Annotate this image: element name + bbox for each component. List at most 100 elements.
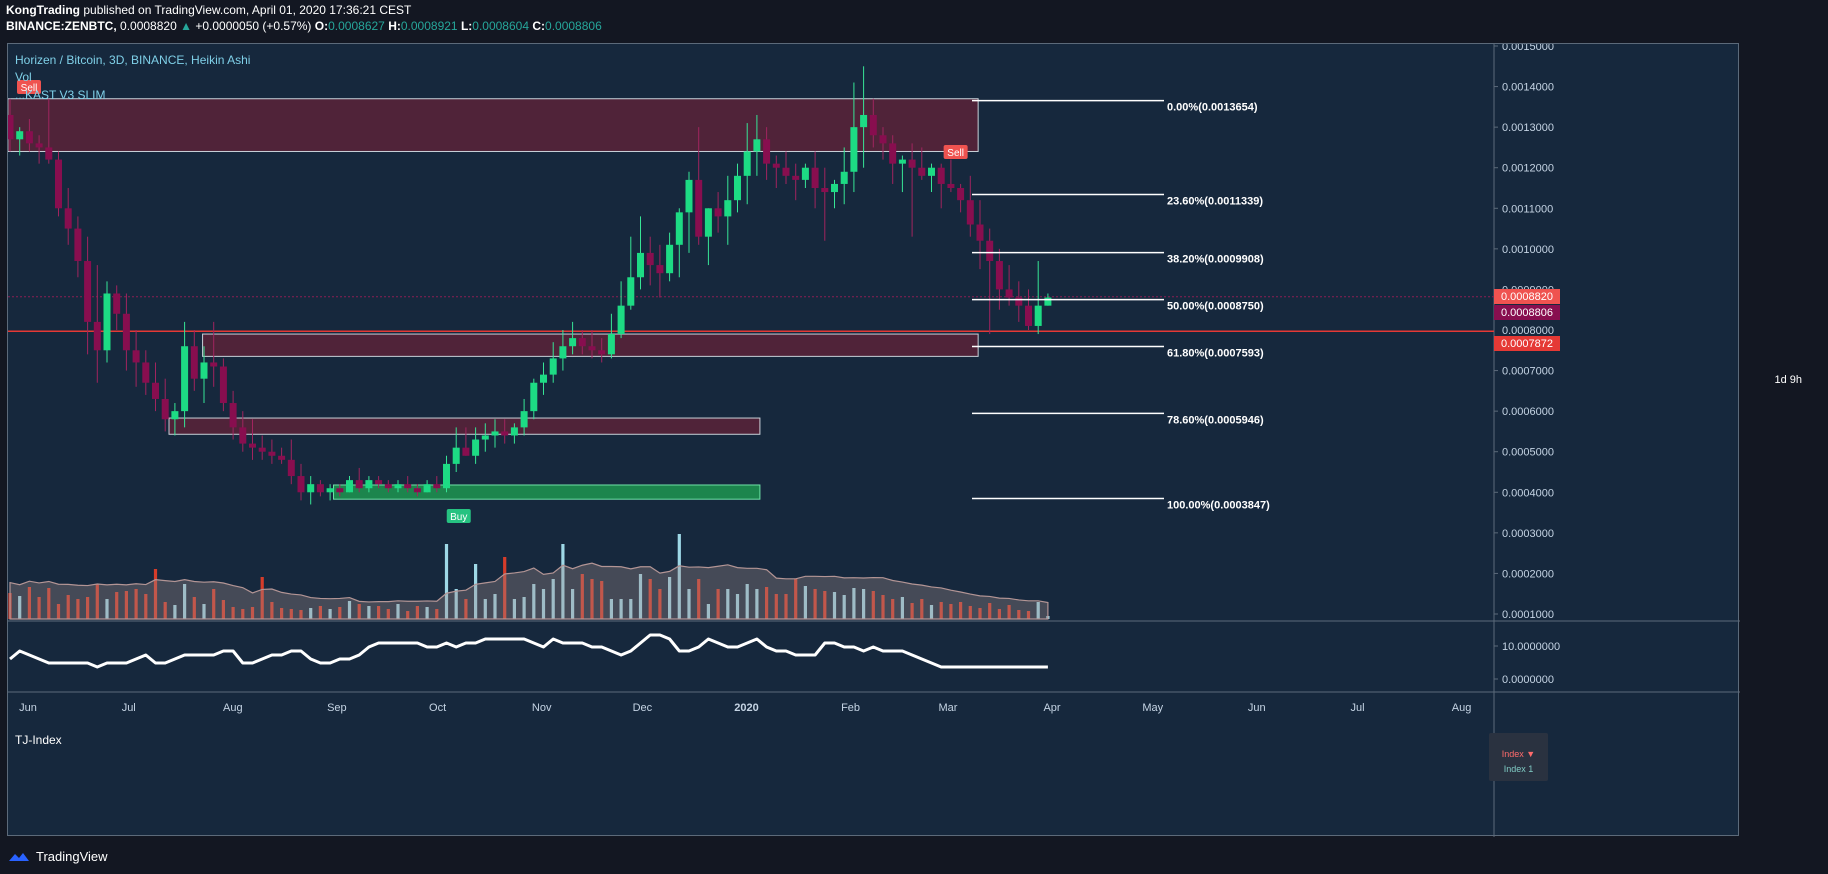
- candle-body: [258, 447, 266, 452]
- volume-bar: [978, 608, 982, 619]
- price-tick-label: 0.0004000: [1502, 487, 1554, 499]
- signal-tag-sell: [943, 145, 968, 159]
- price-tick-label: 0.0011000: [1502, 203, 1553, 215]
- brand-name[interactable]: TradingView: [36, 849, 108, 864]
- signal-text-buy: Buy: [450, 512, 467, 523]
- volume-bar: [299, 610, 303, 619]
- candle-body: [462, 447, 470, 456]
- volume-bar: [503, 557, 507, 619]
- candle-body: [239, 427, 247, 444]
- volume-bar: [270, 602, 274, 619]
- volume-bar: [241, 609, 245, 619]
- candle-body: [1015, 297, 1023, 306]
- signal-tag-buy: [446, 509, 471, 523]
- volume-bar: [95, 584, 99, 619]
- candle-body: [598, 350, 606, 355]
- candle-body: [394, 484, 402, 489]
- candle-body: [811, 167, 819, 188]
- candle-body: [219, 366, 227, 404]
- price-tick-label: 0.0005000: [1502, 447, 1554, 459]
- signal-tag-sell: [17, 80, 41, 94]
- volume-bar: [900, 597, 904, 619]
- candle-body: [171, 411, 179, 420]
- candle-body: [365, 480, 373, 489]
- price-tick-label: 0.0015000: [1502, 44, 1554, 53]
- footer: TradingView: [8, 849, 108, 864]
- tj-index-label[interactable]: TJ-Index: [15, 733, 62, 747]
- last-price: 0.0008820: [120, 19, 177, 33]
- low-label: L:: [460, 19, 473, 33]
- candle-body: [190, 346, 198, 379]
- bar-countdown: 1d 9h: [1742, 372, 1810, 388]
- candle-body: [724, 200, 732, 217]
- volume-indicator-label[interactable]: Vol: [15, 70, 32, 84]
- price-tick-label: 0.0001000: [1502, 609, 1554, 621]
- volume-bar: [483, 599, 487, 619]
- low-value: 0.0008604: [472, 19, 529, 33]
- volume-bar: [735, 594, 740, 619]
- volume-bar: [997, 609, 1001, 619]
- index-legend-line2: Index 1: [1503, 764, 1534, 774]
- volume-bar: [202, 604, 206, 619]
- volume-bar: [338, 607, 342, 619]
- volume-bar: [813, 589, 817, 619]
- time-tick-label: Sep: [327, 702, 347, 714]
- candle-body: [443, 463, 450, 489]
- volume-bar: [551, 579, 555, 619]
- candle-body: [957, 188, 965, 201]
- volume-bar: [153, 569, 158, 619]
- volume-bar: [134, 589, 138, 619]
- candle-body: [103, 293, 111, 351]
- candle-body: [249, 443, 256, 448]
- volume-bar: [1026, 611, 1031, 619]
- candle-body: [326, 488, 334, 493]
- candle-body: [8, 114, 14, 140]
- candle-body: [840, 171, 848, 184]
- candle-body: [898, 159, 906, 164]
- volume-bar: [76, 599, 80, 619]
- volume-bar: [590, 579, 594, 619]
- volume-bar: [823, 591, 827, 619]
- volume-bar: [1007, 605, 1011, 619]
- chart-svg[interactable]: 0.00%(0.0013654) 23.60%(0.0011339) 38.20%(…: [8, 44, 1740, 837]
- time-tick-label: May: [1142, 702, 1163, 714]
- candle-body: [375, 480, 383, 485]
- volume-bar: [629, 599, 633, 619]
- signal-text-sell: Sell: [947, 148, 964, 159]
- zone-red-0: [8, 98, 979, 152]
- signal-text-sell: Sell: [21, 83, 38, 94]
- volume-bar: [115, 592, 119, 619]
- quote-line: BINANCE:ZENBTC, 0.0008820 ▲ +0.0000050 (…: [6, 19, 602, 33]
- candle-body: [569, 338, 577, 347]
- candle-body: [404, 484, 412, 489]
- candle-body: [161, 398, 169, 420]
- volume-bar: [920, 599, 924, 619]
- candle-body: [685, 179, 693, 213]
- volume-bar: [600, 581, 604, 619]
- candle-body: [860, 114, 868, 128]
- index-legend-box: Index ▼ Index 1: [1489, 733, 1548, 781]
- volume-bar: [949, 604, 953, 619]
- publish-line: KongTrading published on TradingView.com…: [6, 3, 411, 17]
- volume-bar: [493, 594, 497, 619]
- strategy-indicator-label[interactable]: ...KAST V3 SLIM: [15, 88, 106, 102]
- volume-bar: [454, 589, 458, 619]
- volume-bar: [968, 606, 972, 619]
- volume-bar: [677, 534, 681, 619]
- volume-bar: [212, 589, 216, 619]
- candle-body: [928, 167, 935, 176]
- candle-body: [355, 480, 363, 489]
- symbol-title[interactable]: Horizen / Bitcoin, 3D, BINANCE, Heikin A…: [15, 53, 251, 67]
- chart-panel[interactable]: 0.00%(0.0013654) 23.60%(0.0011339) 38.20%(…: [7, 43, 1740, 837]
- candle-body: [316, 484, 324, 493]
- volume-bar: [658, 589, 662, 619]
- candle-body: [695, 179, 703, 237]
- volume-bar: [726, 589, 730, 619]
- candle-body: [122, 313, 130, 351]
- candle-body: [74, 228, 82, 262]
- price-label-value: 0.0007872: [1501, 338, 1553, 350]
- time-tick-label: Jul: [1350, 702, 1364, 714]
- author-name[interactable]: KongTrading: [6, 3, 80, 17]
- candle-body: [1034, 305, 1042, 326]
- candle-body: [297, 476, 305, 493]
